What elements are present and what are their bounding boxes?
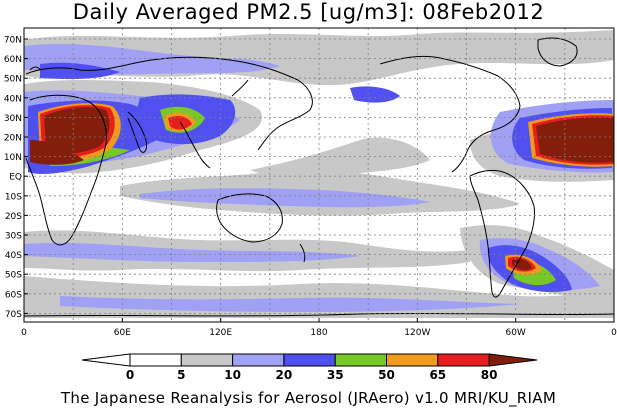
lon-tick-label: 60W [505, 328, 525, 338]
longitude-axis: 0 60E 120E 180 120W 60W 0 [21, 318, 617, 338]
colorbar-label: 80 [481, 368, 498, 382]
latitude-axis: 70N 60N 50N 40N 30N 20N 10N EQ 10S 20S 30S 40S 50S 60… [4, 36, 28, 320]
colorbar-label: 5 [177, 368, 185, 382]
colorbar-swatch [437, 353, 490, 367]
lon-tick-label: 60E [114, 328, 131, 338]
colorbar-label: 20 [276, 368, 293, 382]
map-title: Daily Averaged PM2.5 [ug/m3]: 08Feb2012 [72, 0, 545, 24]
lat-tick-label: 20N [4, 134, 22, 144]
lat-tick-label: 50N [4, 75, 22, 85]
coast-india [127, 111, 147, 153]
footer-credit: The Japanese Reanalysis for Aerosol (JRA… [60, 389, 557, 407]
coastlines [24, 37, 614, 317]
lat-tick-label: 60S [5, 290, 22, 300]
colorbar: 0 5 10 20 35 50 65 80 [81, 353, 538, 382]
lat-tick-label: 70N [4, 36, 22, 46]
lon-tick-label: 180 [310, 328, 327, 338]
colorbar-swatch [129, 353, 182, 367]
lat-tick-label: 30N [4, 114, 22, 124]
lat-tick-label: 60N [4, 55, 22, 65]
lat-tick-label: 40N [4, 94, 22, 104]
colorbar-swatch [386, 353, 439, 367]
lon-tick-label: 120E [209, 328, 232, 338]
coast-new-zealand [299, 243, 306, 263]
lat-tick-label: 50S [5, 271, 22, 281]
colorbar-label: 0 [126, 368, 134, 382]
graticule [24, 28, 614, 322]
colorbar-swatch [232, 353, 285, 367]
lat-tick-label: 10N [4, 153, 22, 163]
coast-south-america [469, 169, 535, 298]
lat-tick-label: 30S [5, 232, 22, 242]
lon-tick-label: 0 [21, 328, 27, 338]
colorbar-label: 65 [429, 368, 446, 382]
colorbar-low-arrow [81, 353, 131, 367]
lat-tick-label: 70S [5, 310, 22, 320]
colorbar-label: 50 [378, 368, 395, 382]
colorbar-label: 10 [224, 368, 241, 382]
coast-antarctica [24, 312, 614, 317]
coast-australia [216, 193, 283, 243]
lat-tick-label: EQ [9, 173, 22, 183]
coast-uk [29, 66, 41, 71]
colorbar-swatch [334, 353, 388, 367]
colorbar-label: 35 [327, 368, 344, 382]
coast-north-america [379, 55, 521, 173]
lat-tick-label: 20S [5, 212, 22, 222]
lat-tick-label: 10S [5, 192, 22, 202]
coast-japan [231, 79, 249, 97]
lon-tick-label: 120W [404, 328, 430, 338]
lat-tick-label: 40S [5, 251, 22, 261]
haze-darkred-regions [30, 107, 614, 271]
coast-seasia [179, 121, 211, 169]
lon-tick-label: 0 [611, 328, 617, 338]
coast-eurasia [25, 56, 313, 151]
colorbar-swatch [180, 353, 234, 367]
coast-africa [25, 94, 107, 246]
colorbar-swatch [283, 353, 336, 367]
colorbar-high-arrow [488, 353, 538, 367]
